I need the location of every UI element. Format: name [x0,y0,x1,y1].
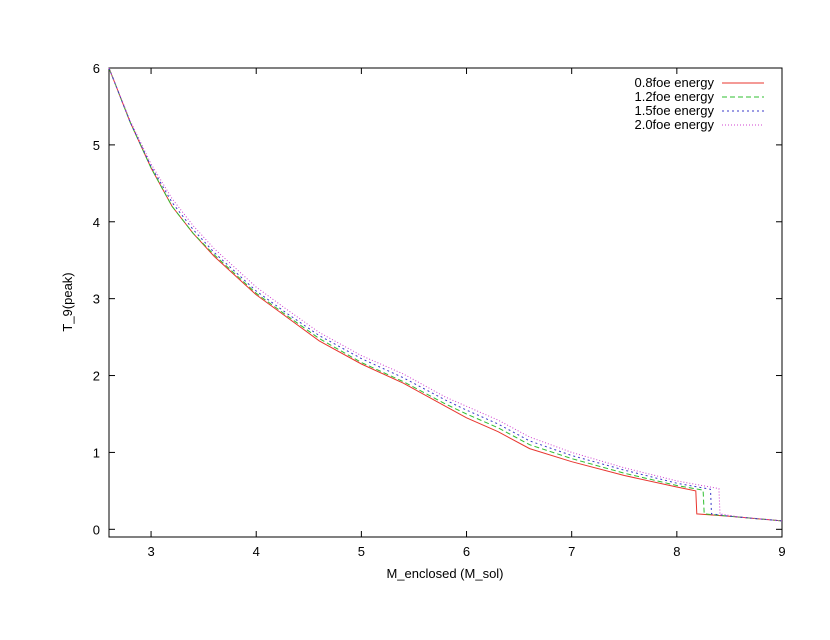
legend-label: 2.0foe energy [634,117,714,132]
x-tick-label: 4 [253,544,260,559]
x-tick-label: 5 [358,544,365,559]
series-line [108,67,783,522]
plot-frame [108,67,783,538]
y-tick-label: 3 [93,292,100,307]
x-tick-label: 8 [673,544,680,559]
y-axis-title: T_9(peak) [60,272,75,331]
series-line [108,67,783,522]
series-line [108,67,783,522]
legend-label: 1.5foe energy [634,103,714,118]
x-tick-label: 9 [778,544,785,559]
x-tick-label: 3 [147,544,154,559]
legend-label: 1.2foe energy [634,89,714,104]
series-line [108,67,783,522]
x-tick-label: 6 [463,544,470,559]
y-tick-label: 4 [93,215,100,230]
legend-label: 0.8foe energy [634,75,714,90]
y-tick-label: 0 [93,522,100,537]
y-tick-label: 6 [93,61,100,76]
series-layer [108,67,783,522]
y-tick-label: 1 [93,445,100,460]
y-axis-ticks: 0 1 2 3 4 5 6 [93,61,782,537]
x-axis-ticks: 3 4 5 6 7 8 9 [147,68,786,559]
y-tick-label: 2 [93,369,100,384]
x-tick-label: 7 [568,544,575,559]
x-axis-title: M_enclosed (M_sol) [386,566,503,581]
y-tick-label: 5 [93,138,100,153]
